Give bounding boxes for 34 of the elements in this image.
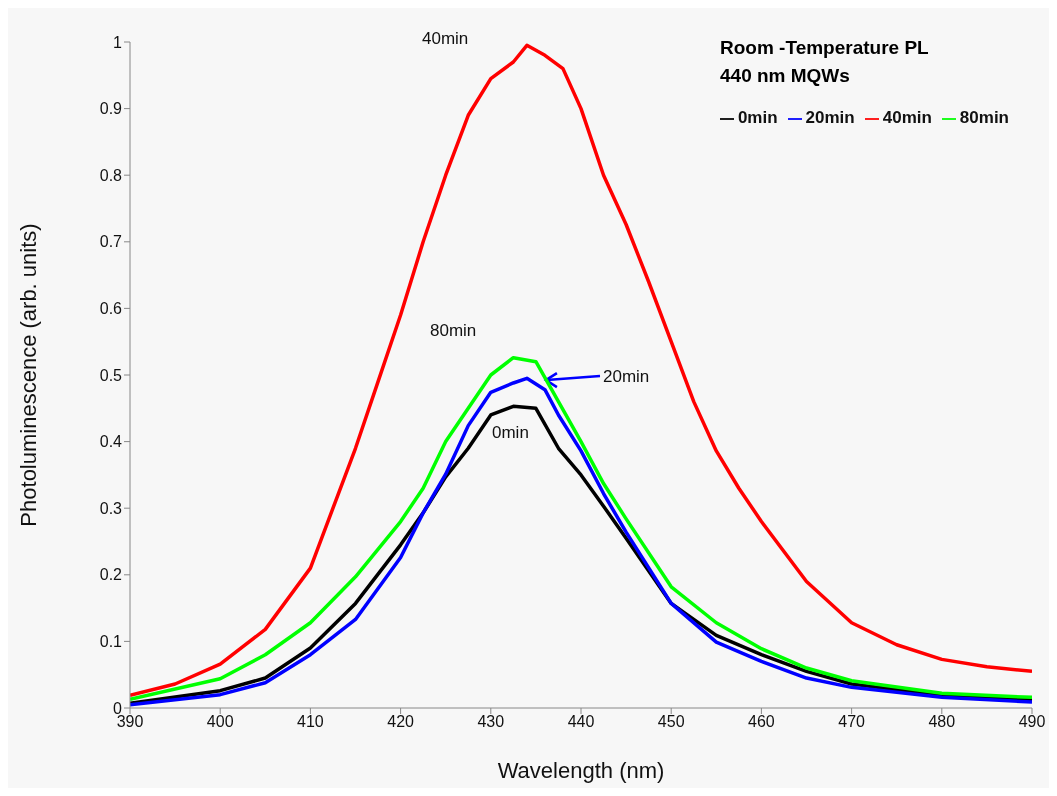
y-tick-label: 0.1: [99, 633, 123, 651]
y-tick-label: 0.8: [99, 166, 123, 184]
y-tick-label: 0.5: [99, 366, 123, 384]
x-tick-label: 450: [657, 713, 685, 731]
x-tick-label: 460: [748, 713, 775, 731]
legend-label: 80min: [959, 108, 1009, 127]
x-tick-label: 440: [567, 713, 595, 731]
x-tick-label: 470: [838, 713, 866, 731]
annotation: 40min: [422, 28, 469, 48]
legend-label: 40min: [882, 108, 932, 127]
legend-label: 20min: [805, 108, 855, 127]
x-tick-label: 400: [206, 713, 234, 731]
x-tick-label: 490: [1018, 713, 1046, 731]
x-tick-label: 430: [477, 713, 505, 731]
x-tick-label: 420: [387, 713, 415, 731]
y-tick-label: 0.6: [99, 300, 123, 318]
y-tick-label: 0.7: [99, 233, 123, 251]
y-tick-label: 0.9: [99, 100, 123, 118]
y-tick-label: 0.2: [99, 566, 123, 584]
line-series: [130, 43, 1032, 698]
y-axis-title: Photoluminescence (arb. units): [15, 223, 41, 527]
y-tick-label: 1: [113, 33, 123, 51]
annotation: 80min: [430, 320, 477, 340]
x-axis-title: Wavelength (nm): [497, 758, 665, 783]
x-tick-label: 390: [116, 713, 144, 731]
x-tick-label: 410: [297, 713, 324, 731]
text: 440 nm MQWs: [720, 65, 850, 86]
chart-title: Room -Temperature PL: [720, 37, 930, 58]
legend-label: 0min: [737, 108, 778, 127]
x-tick-label: 480: [928, 713, 956, 731]
y-tick-label: 0.3: [99, 499, 123, 517]
annotation: 20min: [603, 366, 650, 386]
annotation: 0min: [492, 422, 529, 442]
y-tick-label: 0.4: [99, 433, 123, 451]
